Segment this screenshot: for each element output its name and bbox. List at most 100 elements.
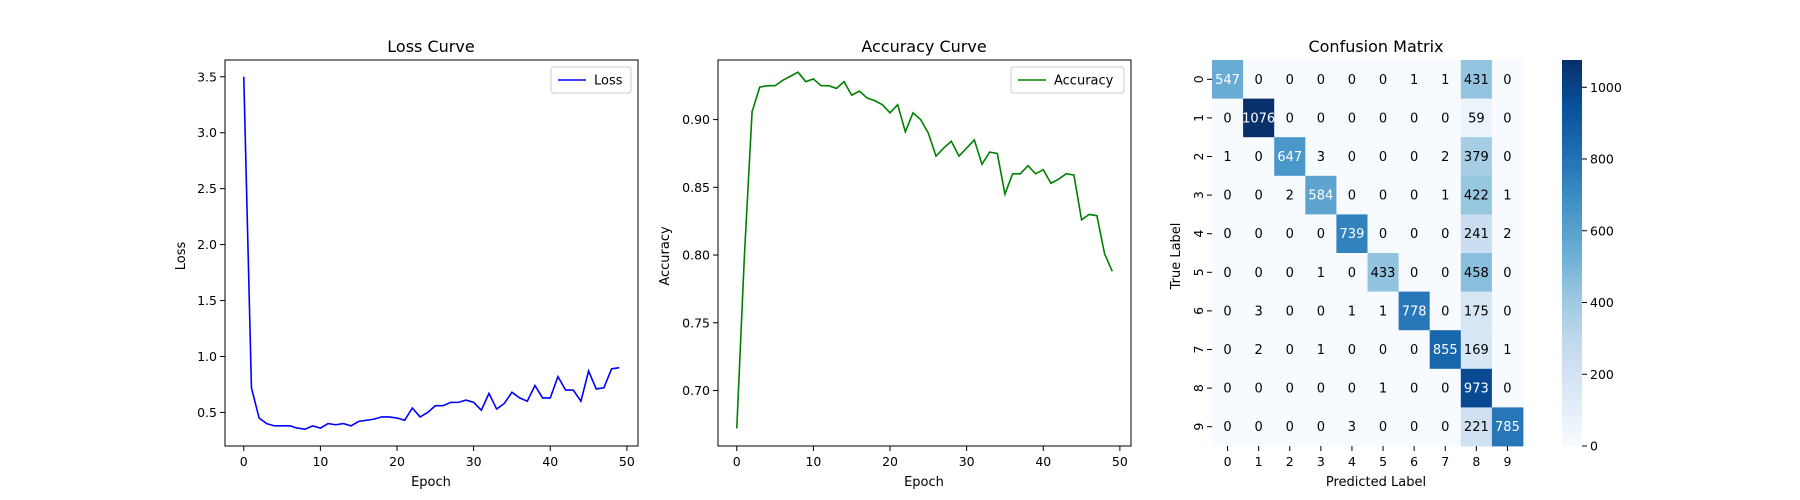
matrix-cell <box>1491 214 1524 254</box>
matrix-cell <box>1460 214 1493 254</box>
matrix-cell <box>1398 60 1431 99</box>
matrix-cell-value: 0 <box>1441 266 1449 281</box>
matrix-cell-value: 0 <box>1410 382 1418 397</box>
colorbar-tick-label: 1000 <box>1590 80 1622 95</box>
matrix-cell-value: 1 <box>1379 304 1387 319</box>
loss-data-point <box>534 384 536 386</box>
accuracy-data-point <box>766 85 768 87</box>
accuracy-y-tick-label: 0.80 <box>682 248 710 263</box>
loss-data-point <box>342 422 344 424</box>
loss-chart-title: Loss Curve <box>387 37 474 56</box>
matrix-cell-value: 0 <box>1317 420 1325 435</box>
colorbar-tick-label: 400 <box>1590 295 1614 310</box>
matrix-cell <box>1491 291 1524 331</box>
matrix-cell <box>1212 175 1244 215</box>
matrix-cell <box>1336 60 1368 99</box>
matrix-cell-value: 0 <box>1410 227 1418 242</box>
matrix-cell-value: 3 <box>1255 304 1263 319</box>
matrix-cell-value: 1 <box>1379 382 1387 397</box>
matrix-cell <box>1212 291 1244 331</box>
matrix-cell <box>1491 253 1524 292</box>
matrix-cell-value: 0 <box>1255 382 1263 397</box>
matrix-cell <box>1367 291 1399 331</box>
matrix-cell <box>1491 330 1524 370</box>
matrix-cell <box>1429 60 1462 99</box>
loss-y-tick-label: 3.5 <box>197 69 217 84</box>
matrix-cell-value: 175 <box>1464 304 1489 319</box>
accuracy-data-point <box>1103 252 1105 254</box>
matrix-cell <box>1336 175 1368 215</box>
accuracy-data-point <box>1073 174 1075 176</box>
matrix-cell <box>1336 98 1368 138</box>
matrix-cell <box>1429 407 1462 447</box>
matrix-cell-value: 0 <box>1503 111 1511 126</box>
loss-y-axis-label: Loss <box>174 242 189 271</box>
loss-data-point <box>495 408 497 410</box>
colorbar-tick-label: 600 <box>1590 223 1614 238</box>
matrix-cell <box>1243 60 1275 99</box>
matrix-cell <box>1398 253 1431 292</box>
matrix-cell-value: 3 <box>1317 150 1325 165</box>
matrix-cell <box>1491 137 1524 177</box>
accuracy-x-axis-label: Epoch <box>904 475 944 490</box>
matrix-cell <box>1212 330 1244 370</box>
loss-data-point <box>526 400 528 402</box>
accuracy-axes-frame <box>717 59 1132 447</box>
accuracy-data-point <box>889 112 891 114</box>
accuracy-data-point <box>912 112 914 114</box>
accuracy-data-point <box>843 80 845 82</box>
matrix-cell-value: 0 <box>1286 304 1294 319</box>
matrix-cell <box>1243 291 1275 331</box>
matrix-cell-value: 0 <box>1379 420 1387 435</box>
matrix-cell-value: 1 <box>1317 343 1325 358</box>
matrix-cell <box>1212 214 1244 254</box>
matrix-cell <box>1243 214 1275 254</box>
matrix-cell-value: 0 <box>1286 382 1294 397</box>
matrix-y-tick-label: 1 <box>1191 114 1206 122</box>
matrix-cell <box>1398 407 1431 447</box>
accuracy-x-tick-label: 40 <box>1035 454 1051 469</box>
matrix-cell-value: 0 <box>1348 343 1356 358</box>
matrix-cell <box>1212 98 1244 138</box>
accuracy-data-point <box>950 140 952 142</box>
loss-data-point <box>603 387 605 389</box>
matrix-cell <box>1367 253 1399 292</box>
matrix-cell-value: 0 <box>1410 343 1418 358</box>
accuracy-data-point <box>1034 173 1036 175</box>
matrix-x-tick-label: 8 <box>1472 454 1480 469</box>
matrix-cell-value: 169 <box>1464 343 1489 358</box>
matrix-cell <box>1274 330 1306 370</box>
matrix-x-tick-label: 1 <box>1255 454 1263 469</box>
loss-data-point <box>480 409 482 411</box>
accuracy-y-axis-label: Accuracy <box>658 226 673 286</box>
matrix-cell-value: 0 <box>1379 227 1387 242</box>
matrix-cell-value: 973 <box>1464 382 1489 397</box>
matrix-cell-value: 0 <box>1348 382 1356 397</box>
matrix-cell-value: 379 <box>1464 150 1489 165</box>
accuracy-data-point <box>835 87 837 89</box>
matrix-cell-value: 0 <box>1223 343 1231 358</box>
matrix-cell-value: 0 <box>1223 420 1231 435</box>
accuracy-data-point <box>1027 164 1029 166</box>
matrix-cell-value: 547 <box>1215 73 1240 88</box>
matrix-cell-value: 0 <box>1410 420 1418 435</box>
loss-y-tick-label: 1.0 <box>197 349 217 364</box>
matrix-cell-value: 0 <box>1503 73 1511 88</box>
loss-data-point <box>572 389 574 391</box>
matrix-cell <box>1367 368 1399 408</box>
matrix-cell-value: 2 <box>1503 227 1511 242</box>
accuracy-data-point <box>996 152 998 154</box>
matrix-cell-value: 785 <box>1495 420 1520 435</box>
loss-data-point <box>449 401 451 403</box>
matrix-cell <box>1336 407 1368 447</box>
loss-data-point <box>304 428 306 430</box>
matrix-cell <box>1243 407 1275 447</box>
matrix-cell <box>1460 137 1493 177</box>
matrix-cell <box>1212 137 1244 177</box>
matrix-cell <box>1460 98 1493 138</box>
matrix-cell <box>1243 253 1275 292</box>
matrix-cell <box>1367 407 1399 447</box>
matrix-cell-value: 0 <box>1255 227 1263 242</box>
matrix-cell <box>1305 368 1337 408</box>
